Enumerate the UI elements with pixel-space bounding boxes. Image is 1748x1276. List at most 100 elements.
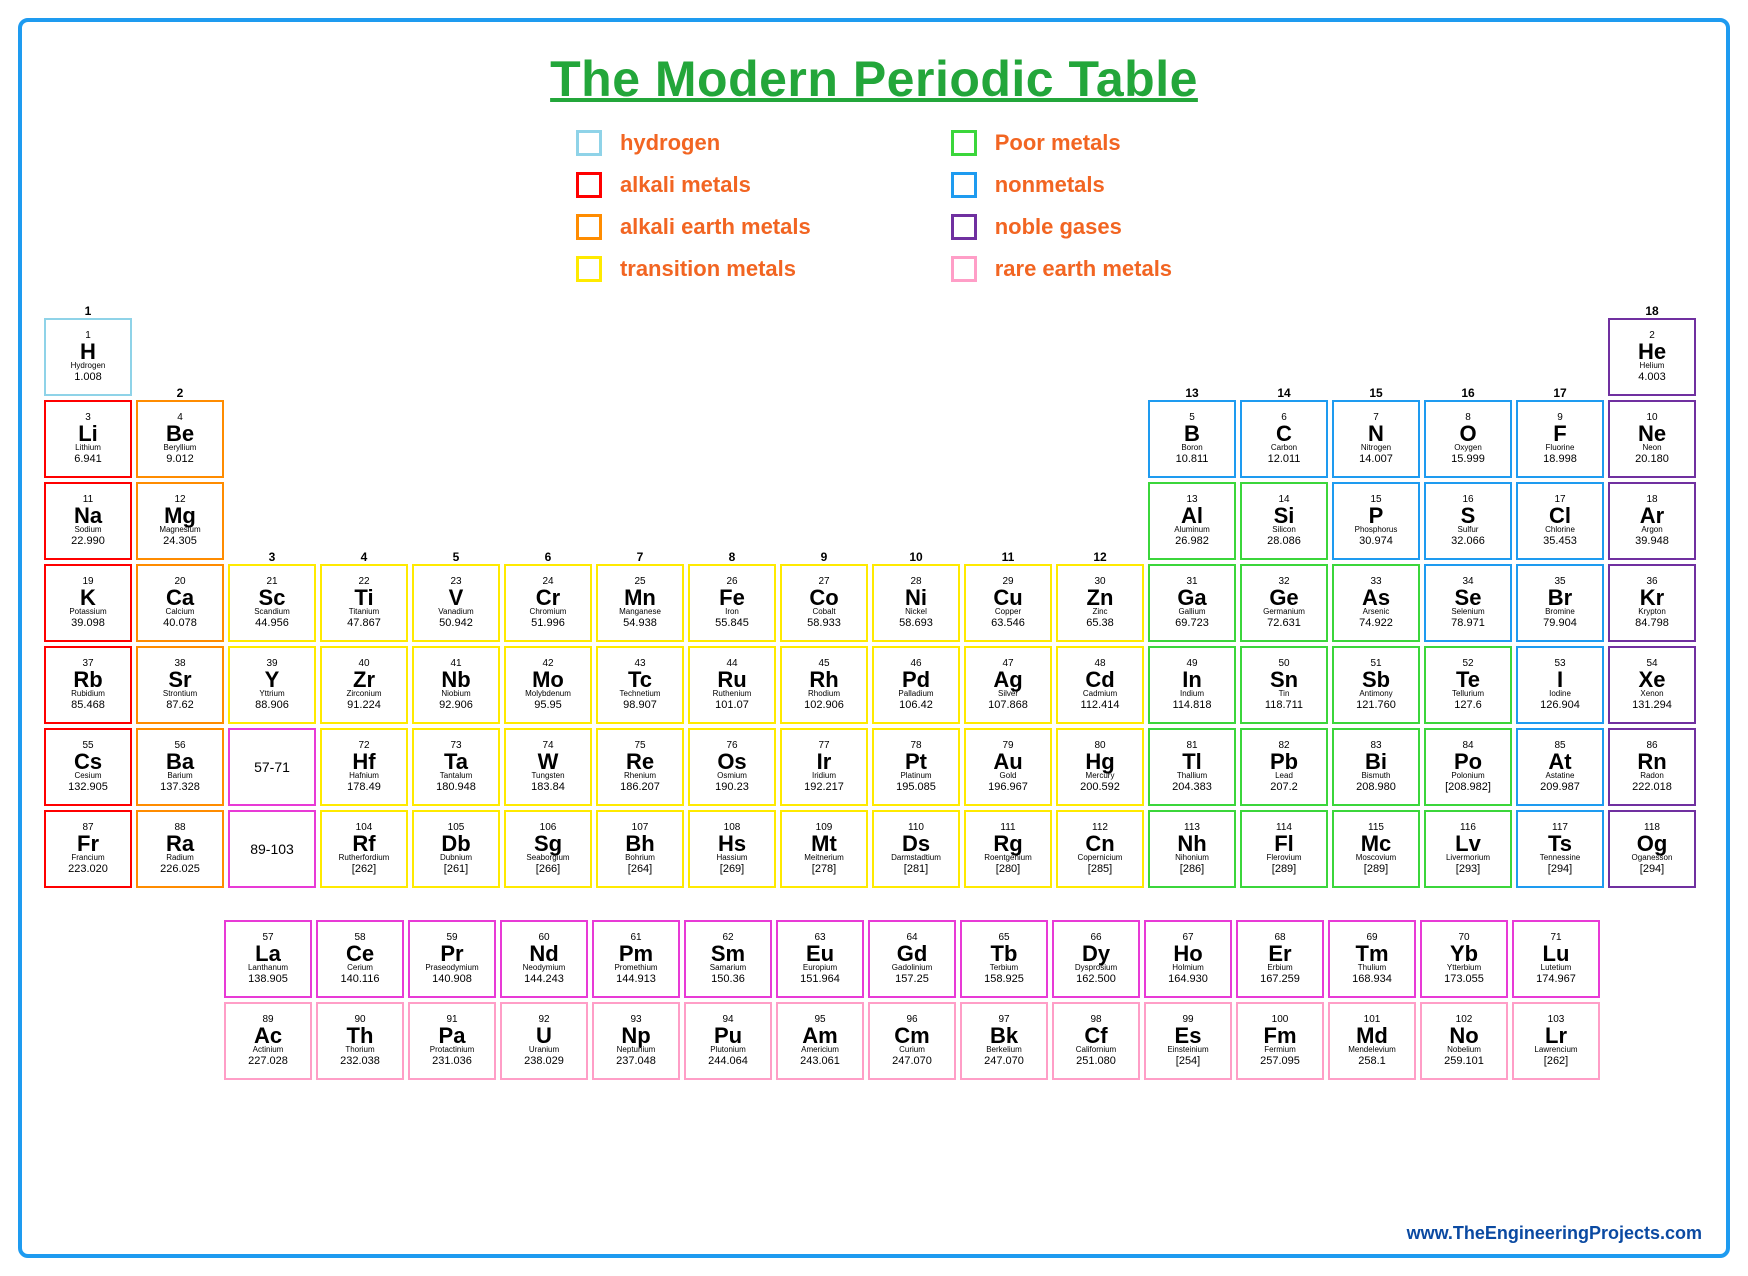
element-name: Dysprosium [1054, 964, 1138, 972]
footer-link[interactable]: www.TheEngineeringProjects.com [1407, 1223, 1702, 1244]
atomic-mass: 14.007 [1334, 454, 1418, 466]
element-Se: 34SeSelenium78.971 [1424, 564, 1512, 642]
element-name: Technetium [598, 690, 682, 698]
element-name: Francium [46, 854, 130, 862]
legend-swatch [576, 256, 602, 282]
element-name: Lanthanum [226, 964, 310, 972]
element-Th: 90ThThorium232.038 [316, 1002, 404, 1080]
element-name: Cerium [318, 964, 402, 972]
rare-earth-placeholder: 57-71 [228, 728, 316, 806]
element-symbol: Db [414, 832, 498, 855]
element-name: Arsenic [1334, 608, 1418, 616]
element-name: Samarium [686, 964, 770, 972]
legend-item-alkali: alkali metals [576, 172, 811, 198]
element-symbol: Tc [598, 668, 682, 691]
element-symbol: Md [1330, 1024, 1414, 1047]
atomic-mass: 190.23 [690, 782, 774, 794]
atomic-mass: 247.070 [870, 1056, 954, 1068]
element-symbol: Al [1150, 504, 1234, 527]
element-symbol: Re [598, 750, 682, 773]
atomic-mass: 74.922 [1334, 618, 1418, 630]
element-symbol: Ge [1242, 586, 1326, 609]
element-name: Ruthenium [690, 690, 774, 698]
atomic-mass: 195.085 [874, 782, 958, 794]
element-Lu: 71LuLutetium174.967 [1512, 920, 1600, 998]
element-name: Barium [138, 772, 222, 780]
element-name: Actinium [226, 1046, 310, 1054]
atomic-mass: 24.305 [138, 536, 222, 548]
element-symbol: H [46, 340, 130, 363]
atomic-mass: 102.906 [782, 700, 866, 712]
element-Tl: 81TlThallium204.383 [1148, 728, 1236, 806]
element-symbol: At [1518, 750, 1602, 773]
element-Ru: 44RuRuthenium101.07 [688, 646, 776, 724]
element-symbol: Tb [962, 942, 1046, 965]
atomic-mass: 50.942 [414, 618, 498, 630]
element-symbol: Cl [1518, 504, 1602, 527]
element-Xe: 54XeXenon131.294 [1608, 646, 1696, 724]
element-name: Moscovium [1334, 854, 1418, 862]
atomic-mass: 183.84 [506, 782, 590, 794]
atomic-mass: 204.383 [1150, 782, 1234, 794]
atomic-mass: 79.904 [1518, 618, 1602, 630]
element-name: Chromium [506, 608, 590, 616]
atomic-mass: [285] [1058, 864, 1142, 876]
element-symbol: Fm [1238, 1024, 1322, 1047]
element-symbol: Y [230, 668, 314, 691]
element-Sc: 21ScScandium44.956 [228, 564, 316, 642]
element-B: 5BBoron10.811 [1148, 400, 1236, 478]
element-name: Platinum [874, 772, 958, 780]
element-Tm: 69TmThulium168.934 [1328, 920, 1416, 998]
element-name: Lead [1242, 772, 1326, 780]
element-symbol: Kr [1610, 586, 1694, 609]
element-symbol: Og [1610, 832, 1694, 855]
atomic-mass: 95.95 [506, 700, 590, 712]
element-Ho: 67HoHolmium164.930 [1144, 920, 1232, 998]
element-symbol: Cm [870, 1024, 954, 1047]
element-name: Neptunium [594, 1046, 678, 1054]
element-name: Manganese [598, 608, 682, 616]
element-name: Thulium [1330, 964, 1414, 972]
element-name: Gadolinium [870, 964, 954, 972]
element-symbol: O [1426, 422, 1510, 445]
element-name: Argon [1610, 526, 1694, 534]
element-Bi: 83BiBismuth208.980 [1332, 728, 1420, 806]
element-name: Phosphorus [1334, 526, 1418, 534]
atomic-mass: 40.078 [138, 618, 222, 630]
legend-label: Poor metals [995, 130, 1121, 156]
atomic-mass: 167.259 [1238, 974, 1322, 986]
element-Sb: 51SbAntimony121.760 [1332, 646, 1420, 724]
element-symbol: Lr [1514, 1024, 1598, 1047]
atomic-mass: 9.012 [138, 454, 222, 466]
element-symbol: Pb [1242, 750, 1326, 773]
atomic-mass: 196.967 [966, 782, 1050, 794]
element-symbol: P [1334, 504, 1418, 527]
element-symbol: Tl [1150, 750, 1234, 773]
element-Hf: 72HfHafnium178.49 [320, 728, 408, 806]
atomic-mass: 101.07 [690, 700, 774, 712]
element-symbol: F [1518, 422, 1602, 445]
element-symbol: Pt [874, 750, 958, 773]
atomic-mass: 55.845 [690, 618, 774, 630]
element-symbol: Ba [138, 750, 222, 773]
element-name: Flerovium [1242, 854, 1326, 862]
element-symbol: Hf [322, 750, 406, 773]
atomic-mass: 131.294 [1610, 700, 1694, 712]
element-name: Titanium [322, 608, 406, 616]
element-Ce: 58CeCerium140.116 [316, 920, 404, 998]
element-symbol: C [1242, 422, 1326, 445]
element-name: Rutherfordium [322, 854, 406, 862]
atomic-mass: 174.967 [1514, 974, 1598, 986]
element-name: Antimony [1334, 690, 1418, 698]
element-name: Copernicium [1058, 854, 1142, 862]
atomic-mass: 6.941 [46, 454, 130, 466]
atomic-mass: 132.905 [46, 782, 130, 794]
element-symbol: Br [1518, 586, 1602, 609]
legend-label: hydrogen [620, 130, 720, 156]
element-name: Magnesium [138, 526, 222, 534]
atomic-mass: 91.224 [322, 700, 406, 712]
atomic-mass: 92.906 [414, 700, 498, 712]
element-Rg: 111RgRoentgenium[280] [964, 810, 1052, 888]
group-number: 13 [1148, 386, 1236, 400]
atomic-mass: [293] [1426, 864, 1510, 876]
